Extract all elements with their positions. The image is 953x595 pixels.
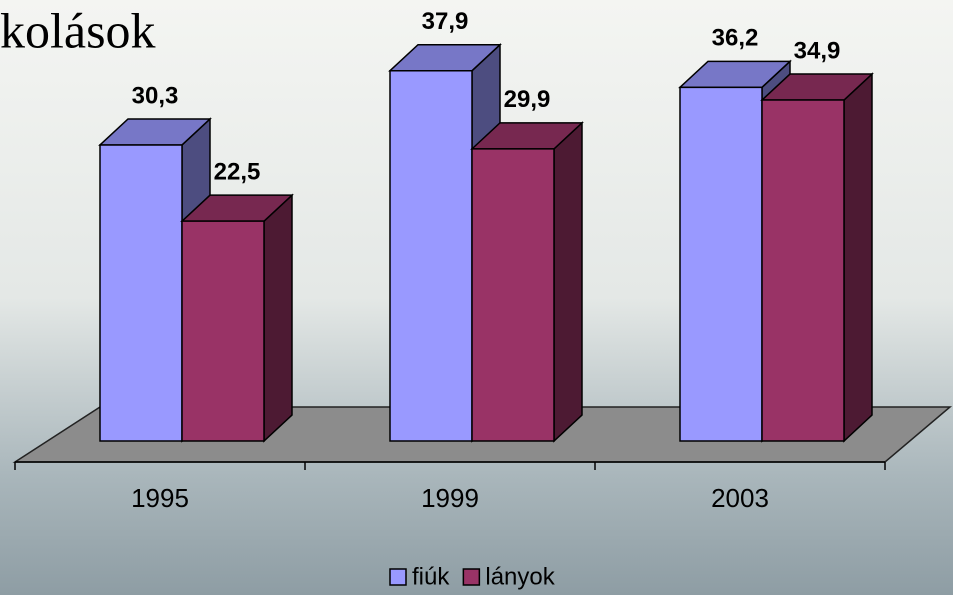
bar-front — [761, 99, 845, 442]
bar — [180, 193, 294, 443]
chart-title: kolások — [0, 2, 156, 58]
bar — [470, 121, 584, 443]
bar-front — [181, 220, 265, 442]
x-tick-label: 1995 — [131, 483, 189, 513]
x-tick-label: 2003 — [711, 483, 769, 513]
value-label: 36,2 — [712, 25, 759, 52]
legend-swatch — [389, 568, 407, 586]
bar-side — [843, 72, 873, 443]
value-label: 22,5 — [214, 159, 261, 186]
bar-front — [389, 69, 473, 442]
bar — [760, 72, 874, 443]
bar-front — [99, 144, 183, 442]
value-label: 34,9 — [794, 37, 841, 64]
legend-label: fiúk — [412, 563, 450, 590]
bar-front — [471, 148, 555, 442]
bar-front — [679, 86, 763, 442]
value-label: 37,9 — [422, 8, 469, 35]
legend-swatch — [462, 568, 481, 586]
bar-side — [553, 121, 583, 443]
value-label: 30,3 — [132, 82, 179, 109]
value-label: 29,9 — [504, 86, 551, 113]
legend-label: lányok — [485, 563, 555, 590]
x-tick-label: 1999 — [421, 483, 479, 513]
bar-side — [263, 193, 293, 443]
